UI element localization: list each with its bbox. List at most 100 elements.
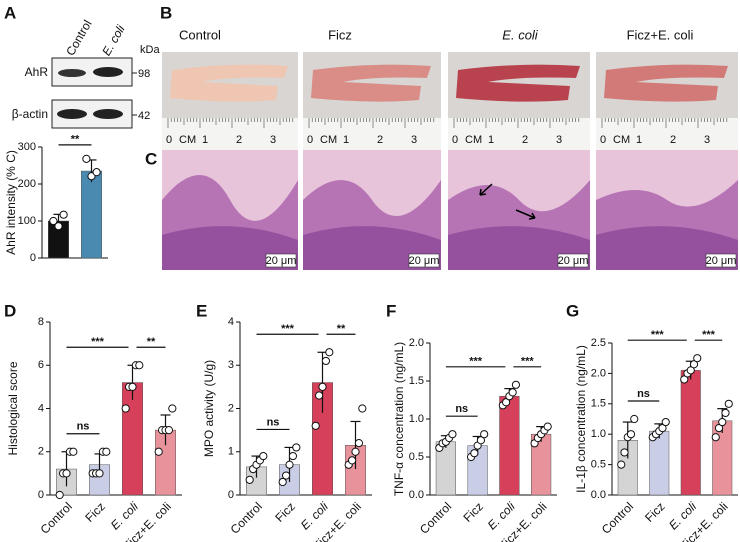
column-label: Control: [179, 27, 221, 42]
data-point: [292, 443, 301, 452]
y-axis-label: IL-1β concentration (ng/mL): [574, 345, 588, 493]
y-tick-label: 2.0: [409, 337, 424, 349]
ruler-label: 3: [411, 134, 417, 146]
y-tick-label: 1.0: [591, 428, 606, 440]
data-point: [318, 382, 327, 391]
arrow: [479, 183, 493, 196]
column-label: E. coli: [502, 27, 539, 42]
data-point: [55, 490, 64, 500]
blot-size: 98: [138, 68, 150, 80]
y-tick-label: 4: [38, 402, 44, 414]
ruler-label: 0: [307, 134, 313, 146]
data-point: [620, 448, 629, 457]
y-tick-label: 0: [38, 489, 44, 501]
data-point: [95, 469, 104, 478]
band: [93, 109, 123, 119]
data-point: [82, 154, 91, 163]
scale-box: [408, 253, 440, 268]
x-tick-label: Ficz: [642, 499, 667, 524]
significance-label: ns: [77, 421, 90, 433]
ruler-label: CM: [179, 134, 196, 146]
data-point: [281, 471, 291, 480]
significance-label: ***: [521, 356, 535, 368]
significance-label: **: [147, 336, 156, 348]
lane-label: Control: [63, 18, 94, 59]
data-point: [354, 439, 364, 448]
colon: [604, 64, 728, 102]
data-point: [718, 417, 727, 427]
data-point: [121, 404, 130, 413]
ruler-label: 3: [704, 134, 710, 146]
y-tick-label: 0.0: [591, 489, 606, 501]
data-point: [92, 168, 101, 177]
data-point: [626, 430, 636, 439]
panel-letter: C: [145, 149, 157, 168]
bar: [499, 395, 520, 496]
ruler: [303, 118, 441, 150]
data-point: [135, 361, 144, 370]
data-point: [711, 433, 720, 442]
y-tick-label: 1.5: [409, 375, 424, 387]
colon: [456, 64, 580, 102]
blot: AhR β-actin 98 42 Control E. coli: [12, 18, 150, 129]
x-tick-label: Ficz: [272, 499, 297, 524]
ruler-label: 0: [166, 134, 172, 146]
ruler: [448, 118, 590, 150]
data-point: [630, 414, 639, 424]
ruler-label: 1: [636, 134, 642, 146]
data-point: [511, 380, 521, 389]
column-label: Ficz: [328, 27, 352, 42]
scale-bar: 20 μm: [409, 255, 440, 267]
data-point: [168, 404, 177, 413]
ruler-label: 3: [556, 134, 562, 146]
data-point: [661, 417, 670, 427]
data-point: [59, 210, 68, 219]
x-tick-label: Control: [599, 499, 636, 536]
panel-letter: A: [4, 3, 16, 22]
y-axis-label: Histological score: [6, 361, 20, 455]
data-point: [501, 398, 511, 407]
scale-bar: 20 μm: [706, 255, 737, 267]
y-tick-label: 0: [30, 252, 36, 264]
y-axis-label: TNF-α concentration (ng/mL): [392, 342, 406, 496]
bar: [81, 170, 102, 259]
bar: [680, 370, 701, 496]
data-point: [693, 354, 702, 363]
significance-label: **: [337, 323, 346, 335]
panel-letter: D: [4, 301, 16, 320]
ruler-label: 0: [452, 134, 458, 146]
significance-label: ***: [469, 356, 483, 368]
ruler-label: 0: [600, 134, 606, 146]
ruler: [596, 118, 738, 150]
scale-box: [557, 253, 589, 268]
data-point: [164, 426, 174, 435]
data-point: [314, 391, 324, 400]
ruler-label: CM: [465, 134, 482, 146]
y-tick-label: 6: [38, 359, 44, 371]
data-point: [721, 408, 730, 418]
band: [58, 69, 86, 77]
panel-letter: E: [196, 301, 207, 320]
scale-box: [265, 253, 297, 268]
band: [57, 109, 87, 119]
x-tick-label: Ficz: [82, 499, 107, 524]
blot-label: AhR: [25, 65, 49, 79]
panel-letter: F: [386, 301, 396, 320]
data-point: [508, 388, 517, 397]
data-point: [724, 399, 733, 408]
x-tick-label: Ficz: [461, 499, 486, 524]
x-tick-label: Control: [38, 499, 75, 536]
ruler: [162, 118, 298, 150]
colon: [170, 64, 288, 102]
y-axis-label: MPO activity (U/g): [202, 360, 216, 457]
ruler-label: 2: [670, 134, 676, 146]
ruler-label: 1: [343, 134, 349, 146]
significance-label: ns: [455, 403, 468, 415]
data-point: [102, 447, 111, 456]
ruler-label: 1: [202, 134, 208, 146]
y-axis-label: AhR intensity (% C): [4, 150, 18, 255]
data-point: [259, 451, 268, 461]
data-point: [617, 460, 626, 469]
significance-label: ***: [91, 336, 105, 348]
